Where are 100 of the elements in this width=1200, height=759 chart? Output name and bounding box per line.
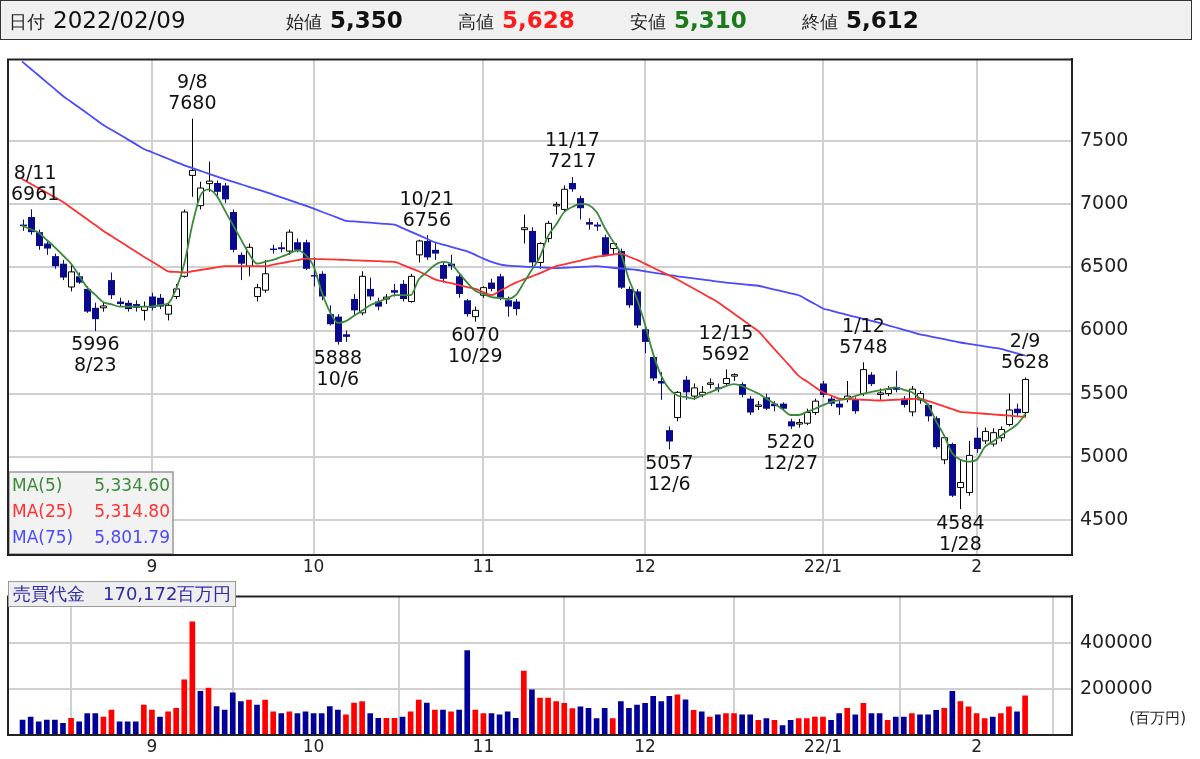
candlestick — [238, 251, 245, 281]
bar — [157, 716, 163, 735]
bar — [820, 716, 826, 735]
bar — [423, 702, 430, 735]
y-tick-label: 6500 — [1080, 254, 1129, 277]
bar — [658, 701, 665, 735]
x-tick-label: 9 — [146, 555, 158, 576]
bar — [852, 714, 859, 735]
bar — [537, 697, 543, 735]
bar — [521, 670, 527, 735]
bar — [698, 711, 705, 735]
candlestick — [683, 375, 690, 401]
y-tick-label: 5500 — [1080, 380, 1129, 403]
bar — [529, 689, 535, 735]
bar — [472, 709, 479, 735]
bar — [925, 714, 931, 735]
annotation: 2/9 5628 — [1000, 328, 1050, 372]
text: 始値 5,350 — [286, 7, 403, 33]
x-tick-label: 11 — [472, 555, 495, 576]
bar — [933, 709, 939, 735]
x-tick-label: 2 — [971, 735, 983, 756]
bar — [375, 718, 382, 735]
bar — [68, 718, 74, 735]
bar — [415, 699, 422, 735]
text: 高値 5,628 — [458, 7, 575, 33]
bar — [84, 713, 91, 735]
bar — [326, 706, 333, 735]
bar — [343, 714, 349, 735]
bar — [998, 713, 1004, 735]
bar — [318, 713, 325, 735]
bar — [60, 723, 66, 735]
annotation: 6070 10/29 — [447, 323, 503, 367]
bar — [739, 714, 745, 735]
bar — [92, 713, 99, 735]
bar — [917, 714, 923, 735]
x-tick-label: 2 — [971, 555, 983, 576]
bar — [989, 716, 996, 735]
bar — [981, 718, 988, 735]
candlestick — [666, 425, 673, 450]
bar — [731, 713, 737, 735]
bar — [262, 699, 268, 735]
bar — [52, 719, 58, 735]
candlestick — [351, 293, 358, 316]
y-tick-label: 6000 — [1080, 317, 1129, 340]
x-tick-label: 11 — [472, 735, 495, 756]
y-tick-label: 4500 — [1080, 506, 1129, 529]
bar — [254, 704, 260, 735]
bar — [229, 692, 236, 735]
bar — [795, 718, 802, 735]
bar — [1006, 706, 1012, 735]
annotation: 1/12 5748 — [839, 313, 888, 357]
bar — [715, 714, 721, 735]
bar — [892, 716, 899, 735]
candlestick — [747, 395, 754, 416]
text: 安値 5,310 — [630, 7, 747, 33]
bar — [149, 709, 155, 735]
annotation: 5888 10/6 — [313, 346, 363, 390]
bar — [440, 709, 446, 735]
bar — [456, 709, 462, 735]
bar — [76, 721, 82, 735]
candlestick — [141, 301, 148, 321]
bar — [618, 701, 624, 735]
x-tick-label: 12 — [634, 735, 656, 756]
bar — [601, 708, 608, 735]
bar — [755, 720, 762, 735]
x-tick-label: 12 — [634, 555, 656, 576]
y-axis-title: (百万円) — [1129, 709, 1186, 728]
bar — [642, 703, 648, 735]
x-tick-label: 9 — [146, 735, 158, 756]
bar — [723, 713, 729, 735]
bar — [351, 702, 357, 735]
annotation: 11/17 7217 — [544, 128, 600, 172]
candlestick — [974, 427, 981, 454]
bar — [359, 701, 365, 735]
bar — [545, 697, 551, 735]
bar — [278, 713, 285, 735]
candlestick — [108, 272, 115, 300]
bar — [165, 711, 171, 735]
x-tick-label: 10 — [302, 735, 325, 756]
bar — [43, 719, 50, 735]
y-tick-label: 7000 — [1080, 191, 1129, 214]
chart-title: 売買代金 170,172百万円 — [8, 581, 237, 607]
bar — [132, 721, 139, 735]
bar — [844, 708, 851, 735]
bar — [941, 708, 948, 735]
bar — [650, 696, 657, 735]
bar — [836, 713, 842, 735]
bar — [246, 699, 252, 735]
bar — [181, 679, 188, 735]
bar — [464, 650, 471, 735]
x-tick-label: 22/1 — [803, 735, 843, 756]
candlestick — [367, 277, 374, 301]
annotation: 4584 1/28 — [936, 510, 985, 554]
bar — [706, 716, 713, 735]
bar — [238, 701, 244, 735]
annotation: 9/8 7680 — [168, 70, 217, 114]
y-tick-label: 400000 — [1080, 629, 1153, 652]
y-tick-label: 5000 — [1080, 443, 1129, 466]
bar — [512, 718, 519, 735]
bar — [1022, 695, 1028, 735]
